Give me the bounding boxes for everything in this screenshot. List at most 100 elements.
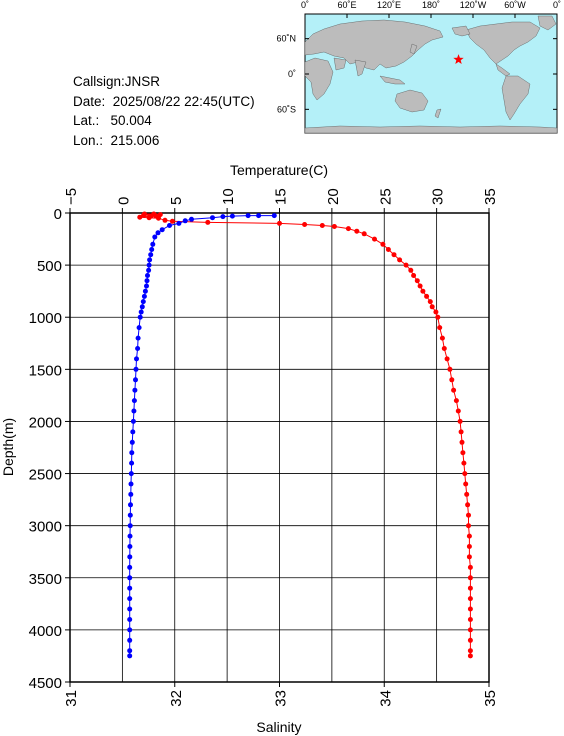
data-point — [420, 288, 426, 294]
depth-tick-label: 1000 — [29, 310, 62, 327]
data-point — [129, 450, 135, 456]
data-point — [137, 314, 143, 320]
data-point — [134, 356, 139, 362]
temperature-axis-label: Temperature(C) — [230, 162, 328, 178]
map-lon-label: 60˚E — [337, 0, 356, 10]
map-lon-label: 60˚W — [504, 0, 526, 10]
data-point — [256, 213, 262, 219]
data-point — [245, 213, 251, 219]
data-point — [155, 230, 161, 236]
data-point — [271, 213, 277, 219]
data-point — [136, 325, 142, 331]
data-point — [132, 387, 138, 393]
data-point — [464, 491, 470, 497]
data-point — [447, 366, 453, 372]
data-point — [331, 224, 337, 229]
data-point — [345, 226, 351, 232]
data-point — [167, 223, 172, 228]
data-point — [140, 299, 146, 305]
data-point — [427, 299, 433, 305]
data-point — [451, 387, 457, 393]
landmass-new-zealand — [434, 108, 442, 119]
data-point — [461, 460, 467, 466]
data-point — [148, 252, 154, 258]
landmass-antarctica — [304, 125, 558, 134]
landmass-australia — [394, 89, 429, 113]
data-point — [135, 335, 141, 341]
data-point — [127, 523, 133, 529]
data-point — [141, 293, 147, 299]
map-lat-label: 60˚S — [277, 104, 296, 114]
map-latitude-labels: 60˚N 0˚ 60˚S — [276, 34, 557, 114]
map-lon-label: 120˚W — [460, 0, 487, 10]
data-point — [189, 216, 194, 222]
salinity-tick-label: 31 — [63, 690, 80, 707]
data-point — [467, 648, 473, 654]
depth-tick-label: 2500 — [29, 467, 62, 484]
callsign-text: Callsign:JNSR — [73, 74, 161, 89]
salinity-ticks: 31 32 33 34 35 — [63, 682, 499, 707]
temperature-tick-label: 10 — [220, 188, 237, 205]
data-point — [128, 502, 133, 508]
data-point — [142, 288, 148, 294]
depth-tick-label: 500 — [37, 258, 62, 275]
depth-tick-label: 0 — [54, 206, 62, 223]
data-point — [463, 481, 469, 487]
data-point — [466, 544, 472, 549]
data-point — [146, 215, 152, 221]
data-point — [127, 564, 133, 570]
data-point — [459, 439, 465, 445]
temperature-tick-label: −5 — [63, 188, 80, 205]
data-point — [435, 314, 441, 320]
temperature-tick-label: 25 — [377, 188, 394, 205]
data-point — [467, 606, 473, 612]
landmass-arabia — [333, 57, 347, 71]
data-point — [467, 637, 473, 643]
data-point — [467, 575, 473, 581]
landmass-japan — [409, 43, 418, 55]
temperature-tick-label: 0 — [115, 197, 132, 205]
data-point — [220, 214, 226, 220]
depth-tick-label: 3500 — [29, 571, 62, 588]
data-point — [439, 335, 445, 341]
depth-ticks: 0 500 1000 1500 2000 2500 3000 3500 4000 4500 — [29, 206, 70, 692]
series-1 — [127, 213, 277, 659]
data-point — [127, 617, 133, 622]
data-point — [467, 653, 473, 659]
data-point — [128, 491, 134, 497]
data-point — [127, 544, 133, 549]
data-point — [145, 273, 150, 278]
data-point — [354, 228, 360, 234]
temperature-tick-label: 15 — [273, 188, 290, 205]
lon-text: Lon.: 215.006 — [73, 132, 160, 148]
data-point — [127, 596, 133, 602]
data-point — [466, 523, 471, 529]
map-lon-label: 180˚ — [422, 0, 440, 10]
data-point — [135, 346, 141, 351]
data-point — [127, 512, 133, 518]
data-point — [385, 247, 391, 252]
data-point — [147, 257, 153, 263]
landmass-alaska — [451, 25, 471, 37]
data-point — [144, 278, 150, 284]
data-point — [137, 214, 143, 220]
data-point — [139, 304, 145, 310]
data-point — [127, 653, 133, 659]
data-point — [467, 585, 473, 591]
profile-series — [127, 211, 473, 659]
salinity-axis-label: Salinity — [256, 719, 301, 735]
data-point — [441, 346, 447, 351]
data-point — [128, 481, 134, 487]
data-point — [466, 554, 472, 560]
series-0 — [137, 211, 473, 659]
data-point — [129, 460, 135, 466]
data-point — [169, 218, 175, 224]
data-point — [156, 215, 161, 221]
data-point — [127, 533, 133, 539]
lat-text: Lat.: 50.004 — [73, 113, 152, 128]
data-point — [176, 220, 182, 226]
salinity-tick-label: 32 — [168, 690, 185, 707]
station-star-marker — [453, 54, 464, 64]
data-point — [144, 283, 149, 289]
